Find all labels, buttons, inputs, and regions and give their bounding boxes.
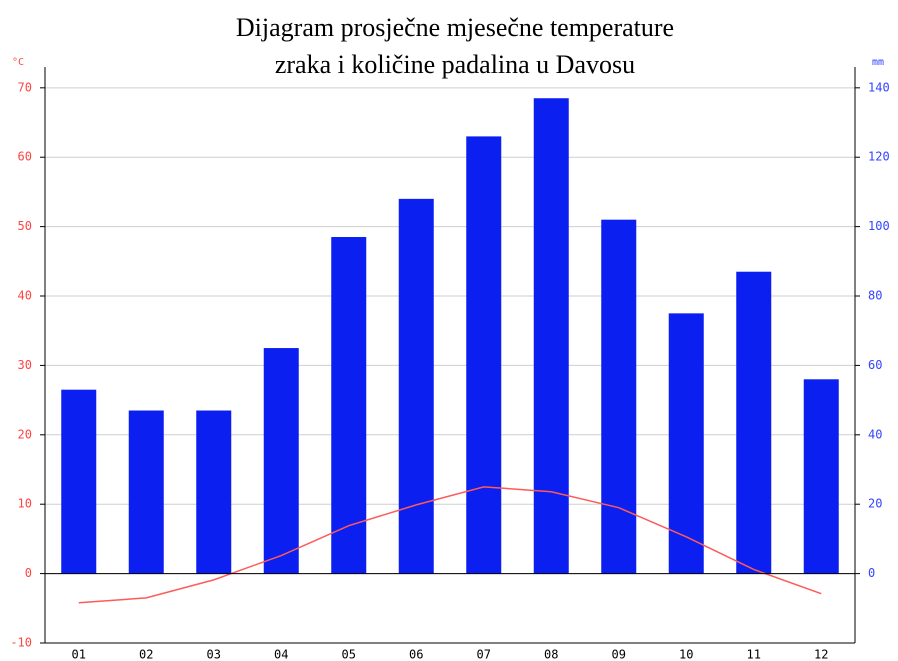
bar bbox=[331, 237, 367, 574]
bar bbox=[61, 389, 97, 574]
y2-tick-label: 80 bbox=[868, 289, 882, 303]
chart-title: Dijagram prosječne mjesečne temperature bbox=[236, 13, 674, 42]
bar bbox=[398, 198, 434, 574]
bar bbox=[736, 271, 772, 574]
y-tick-label: 0 bbox=[25, 566, 32, 580]
y-tick-label: 70 bbox=[18, 80, 32, 94]
x-tick-label: 06 bbox=[409, 648, 423, 661]
x-tick-label: 02 bbox=[139, 648, 153, 661]
x-tick-label: 05 bbox=[342, 648, 356, 661]
y2-axis-label: mm bbox=[872, 57, 884, 68]
x-tick-label: 10 bbox=[679, 648, 693, 661]
y2-tick-label: 20 bbox=[868, 497, 882, 511]
x-tick-label: 12 bbox=[814, 648, 828, 661]
y-tick-label: 20 bbox=[18, 427, 32, 441]
bar bbox=[128, 410, 164, 574]
y2-tick-label: 0 bbox=[868, 566, 875, 580]
bar bbox=[803, 379, 839, 574]
y2-tick-label: 60 bbox=[868, 358, 882, 372]
bar bbox=[668, 313, 704, 574]
y-tick-label: 10 bbox=[18, 497, 32, 511]
bar bbox=[196, 410, 232, 574]
bar bbox=[533, 98, 569, 574]
y2-tick-label: 40 bbox=[868, 427, 882, 441]
x-tick-label: 04 bbox=[274, 648, 288, 661]
temperature-line bbox=[78, 486, 822, 604]
y-axis-label: °C bbox=[12, 57, 24, 68]
bar bbox=[601, 219, 637, 574]
x-tick-label: 01 bbox=[72, 648, 86, 661]
y-tick-label: -10 bbox=[10, 636, 32, 650]
x-tick-label: 09 bbox=[612, 648, 626, 661]
x-tick-label: 11 bbox=[747, 648, 761, 661]
chart-title: zraka i količine padalina u Davosu bbox=[275, 50, 635, 79]
x-tick-label: 08 bbox=[544, 648, 558, 661]
y-tick-label: 30 bbox=[18, 358, 32, 372]
y-tick-label: 60 bbox=[18, 150, 32, 164]
x-tick-label: 07 bbox=[477, 648, 491, 661]
y2-tick-label: 100 bbox=[868, 219, 890, 233]
bar bbox=[263, 348, 299, 574]
bar bbox=[466, 136, 502, 574]
y-tick-label: 40 bbox=[18, 289, 32, 303]
y-tick-label: 50 bbox=[18, 219, 32, 233]
y2-tick-label: 140 bbox=[868, 80, 890, 94]
x-tick-label: 03 bbox=[207, 648, 221, 661]
y2-tick-label: 120 bbox=[868, 150, 890, 164]
